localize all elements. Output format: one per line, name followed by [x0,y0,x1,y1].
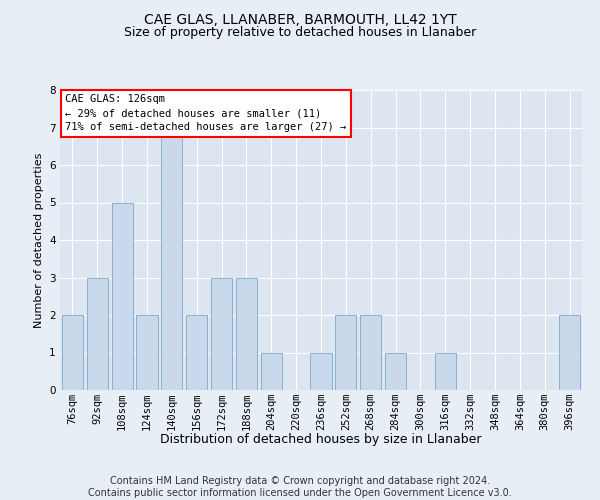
Bar [385,352,406,390]
Bar [87,278,108,390]
Bar [360,315,381,390]
Bar [186,315,207,390]
Bar [261,352,282,390]
Bar [435,352,456,390]
Text: CAE GLAS, LLANABER, BARMOUTH, LL42 1YT: CAE GLAS, LLANABER, BARMOUTH, LL42 1YT [143,12,457,26]
Bar [62,315,83,390]
Bar [310,352,332,390]
Text: Distribution of detached houses by size in Llanaber: Distribution of detached houses by size … [160,432,482,446]
Bar [335,315,356,390]
Bar [236,278,257,390]
Bar [136,315,158,390]
Bar [112,202,133,390]
Bar [211,278,232,390]
Text: Contains HM Land Registry data © Crown copyright and database right 2024.
Contai: Contains HM Land Registry data © Crown c… [88,476,512,498]
Y-axis label: Number of detached properties: Number of detached properties [34,152,44,328]
Bar [559,315,580,390]
Bar [161,128,182,390]
Text: CAE GLAS: 126sqm
← 29% of detached houses are smaller (11)
71% of semi-detached : CAE GLAS: 126sqm ← 29% of detached house… [65,94,346,132]
Text: Size of property relative to detached houses in Llanaber: Size of property relative to detached ho… [124,26,476,39]
